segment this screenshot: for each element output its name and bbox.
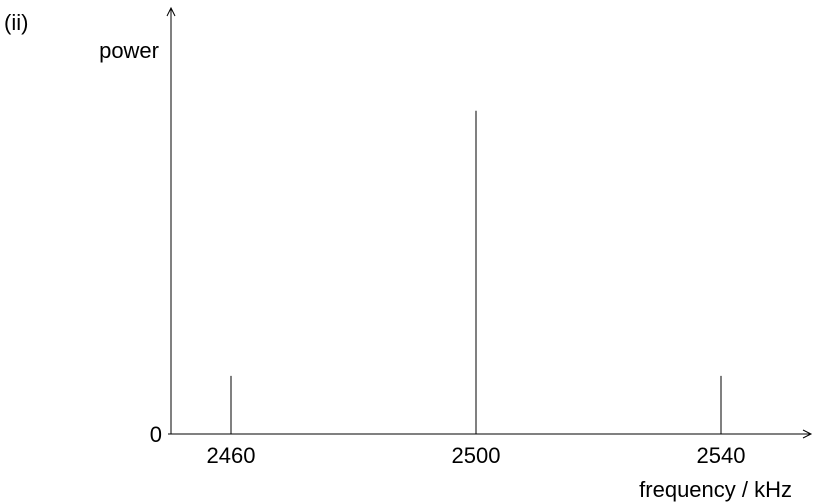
x-tick-label-2500: 2500 <box>452 443 501 468</box>
x-tick-labels: 2460 2500 2540 <box>207 443 746 468</box>
x-tick-label-2540: 2540 <box>697 443 746 468</box>
x-axis-label: frequency / kHz <box>639 477 792 502</box>
chart-axes <box>166 6 813 439</box>
y-axis-origin-label: 0 <box>150 422 162 447</box>
question-part-label: (ii) <box>4 10 29 35</box>
y-axis-label: power <box>99 38 159 63</box>
x-axis-arrowhead <box>802 429 813 439</box>
spectral-lines <box>230 110 722 434</box>
y-axis-arrowhead <box>166 6 176 17</box>
x-tick-label-2460: 2460 <box>207 443 256 468</box>
